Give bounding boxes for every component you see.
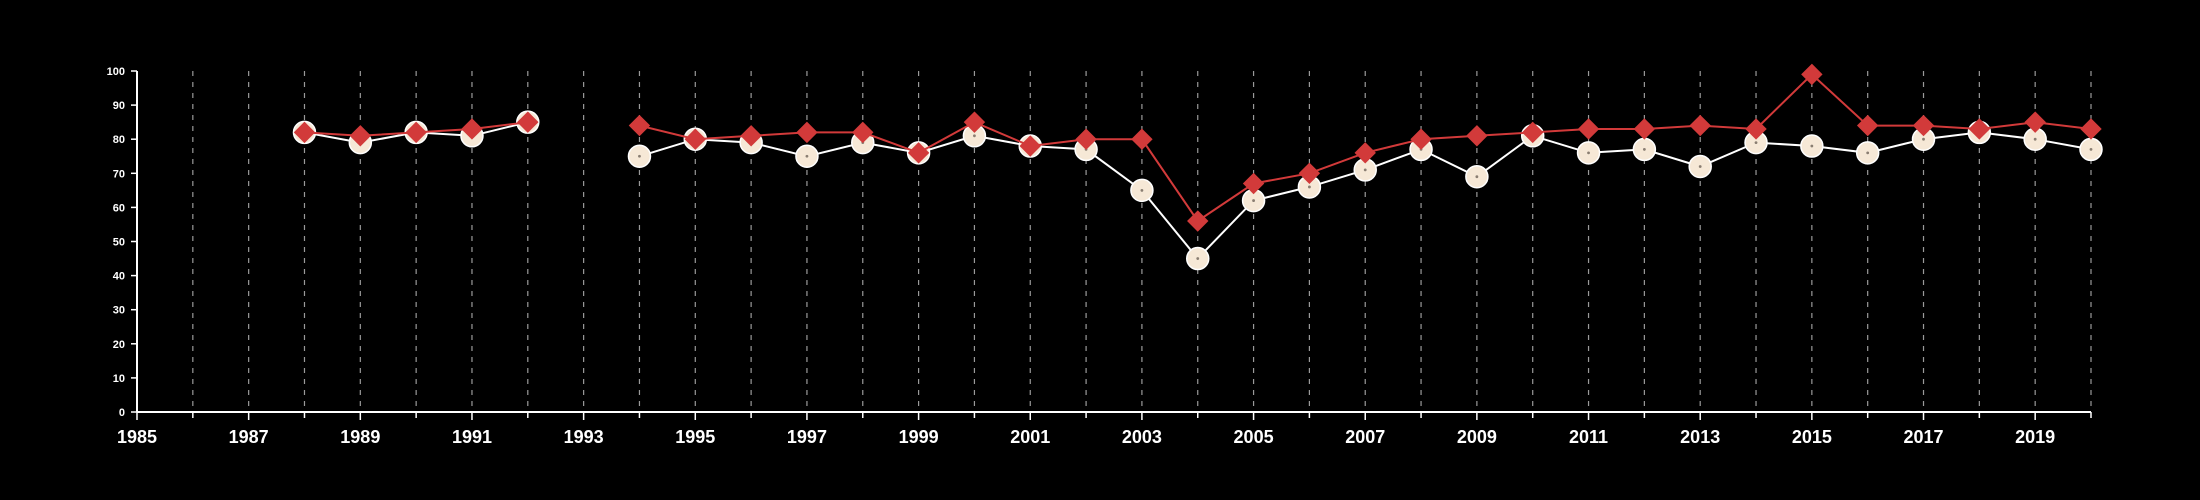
axes: 0 10 20 30 40 50 60 70 80 90 100 1985 1987 1989 1991 19…	[107, 66, 2092, 447]
circle-marker-center	[1922, 137, 1925, 141]
diamond-marker	[1968, 118, 1991, 140]
circle-marker-center	[1196, 257, 1200, 260]
x-tick-label: 2001	[1010, 427, 1050, 447]
diamond-marker	[1856, 114, 1879, 137]
x-tick-label: 2007	[1345, 427, 1385, 447]
diamond-marker	[628, 114, 651, 137]
diamond-marker	[907, 142, 930, 164]
diamond-marker	[1075, 128, 1097, 150]
diamond-marker	[461, 118, 483, 140]
x-tick-label: 1993	[564, 427, 604, 447]
diamond-marker	[1242, 172, 1265, 195]
diamond-marker	[740, 125, 762, 147]
circle-marker-center	[805, 154, 809, 158]
circle-marker-center	[1587, 151, 1590, 155]
y-tick-label: 100	[107, 66, 125, 78]
diamond-marker	[1801, 63, 1823, 86]
circle-marker-center	[2089, 148, 2093, 151]
series-0	[292, 110, 2103, 271]
diamond-marker	[1689, 114, 1711, 137]
circle-marker-center	[1363, 168, 1367, 172]
diamond-marker	[1187, 210, 1209, 232]
y-tick-label: 80	[113, 134, 125, 146]
circle-marker-center	[2033, 137, 2037, 141]
y-tick-label: 0	[119, 407, 125, 419]
x-tick-label: 2005	[1234, 427, 1274, 447]
diamond-marker	[349, 125, 372, 147]
circle-marker-center	[1866, 151, 1870, 155]
series-group	[292, 63, 2103, 271]
circle-marker-center	[1698, 165, 1702, 168]
circle-marker-center	[1642, 148, 1646, 151]
x-tick-label: 2011	[1569, 427, 1608, 447]
circle-marker-center	[1810, 144, 1814, 148]
diamond-marker	[405, 121, 427, 144]
grid-lines	[192, 71, 2092, 412]
x-tick-label: 1989	[340, 427, 380, 447]
diamond-marker	[852, 121, 874, 144]
diamond-marker	[1912, 114, 1935, 137]
diamond-marker	[963, 111, 986, 133]
circle-marker-center	[1754, 141, 1758, 145]
diamond-marker	[684, 128, 706, 150]
x-tick-label: 1987	[229, 427, 269, 447]
diamond-marker	[1745, 118, 1767, 140]
diamond-marker	[1410, 128, 1432, 150]
x-tick-label: 2017	[1903, 427, 1943, 447]
x-tick-label: 1991	[452, 427, 492, 447]
diamond-marker	[1522, 121, 1544, 144]
y-tick-label: 60	[113, 202, 125, 214]
x-tick-label: 2019	[2015, 427, 2055, 447]
circle-marker-center	[1140, 188, 1144, 192]
x-tick-label: 2009	[1457, 427, 1497, 447]
x-tick-label: 1995	[675, 427, 715, 447]
x-tick-label: 2003	[1122, 427, 1162, 447]
diamond-marker	[2024, 111, 2046, 133]
circle-marker-center	[638, 154, 641, 158]
diamond-marker	[1131, 128, 1153, 150]
diamond-marker	[2080, 118, 2102, 140]
diamond-marker	[796, 121, 818, 144]
x-tick-label: 2013	[1680, 427, 1720, 447]
circle-marker-center	[1308, 185, 1311, 189]
x-tick-label: 1999	[899, 427, 939, 447]
circle-marker-center	[973, 134, 976, 138]
y-tick-label: 70	[113, 168, 125, 180]
x-tick-label: 1985	[117, 427, 157, 447]
y-tick-label: 30	[113, 305, 125, 317]
diamond-marker	[1354, 142, 1376, 164]
diamond-marker	[1577, 118, 1600, 140]
y-tick-label: 50	[113, 237, 125, 249]
y-tick-label: 20	[113, 339, 125, 351]
diamond-marker	[293, 121, 316, 144]
diamond-marker	[1633, 118, 1656, 140]
y-tick-label: 10	[113, 373, 125, 385]
y-tick-label: 90	[113, 100, 125, 112]
circle-marker-center	[1252, 199, 1255, 202]
diamond-marker	[1298, 162, 1321, 185]
series-1	[293, 63, 2102, 232]
x-tick-label: 2015	[1792, 427, 1832, 447]
diamond-marker	[1466, 125, 1488, 147]
diamond-marker	[517, 111, 539, 133]
circle-marker-center	[1475, 175, 1479, 179]
y-tick-label: 40	[113, 271, 125, 283]
x-tick-label: 1997	[787, 427, 827, 447]
diamond-marker	[1019, 135, 1041, 157]
